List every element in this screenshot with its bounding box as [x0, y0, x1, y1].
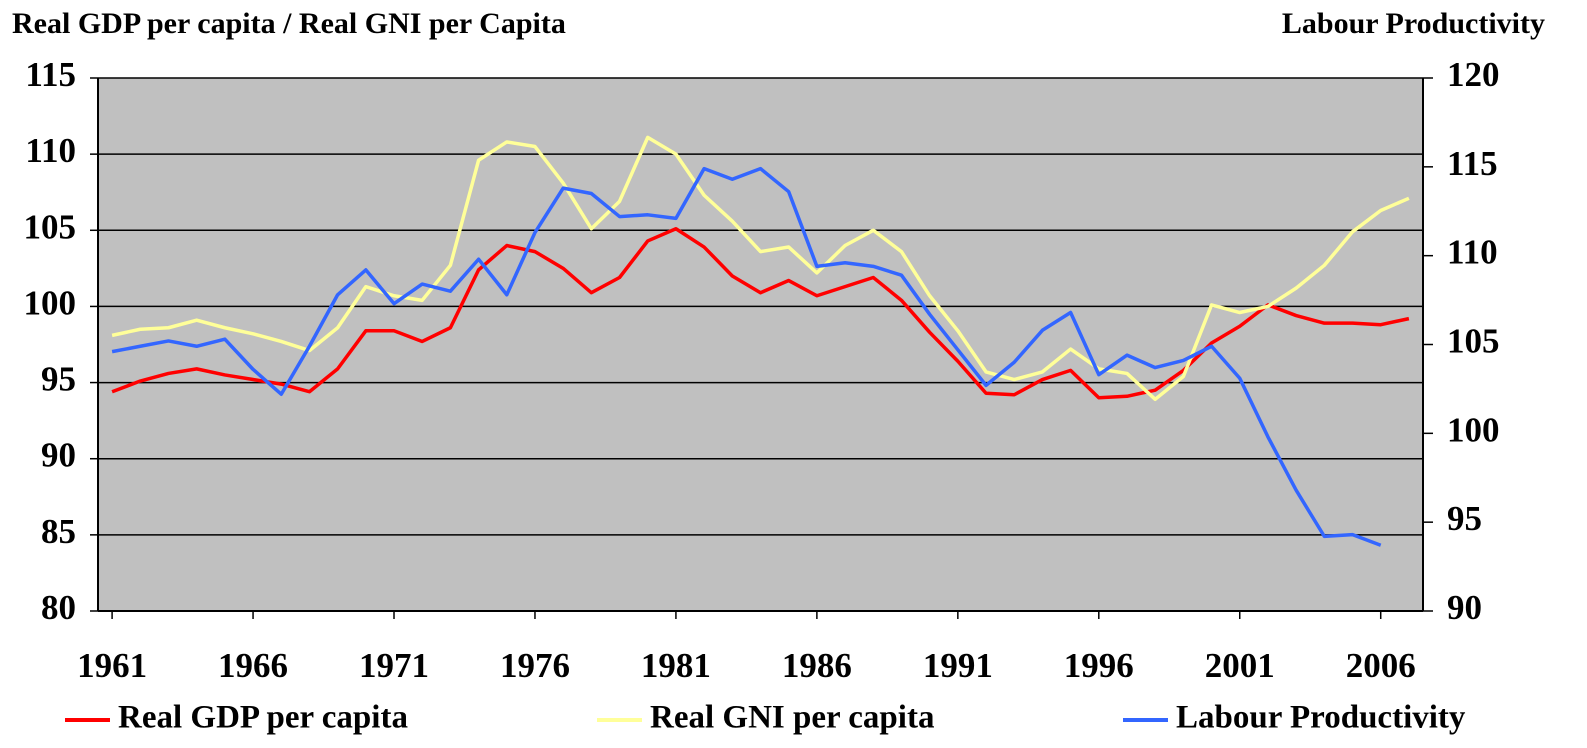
y-tick-label: 110 — [25, 131, 76, 170]
y2-tick-label: 95 — [1447, 499, 1482, 538]
x-tick-label: 1986 — [782, 646, 852, 685]
line-series — [111, 135, 1410, 402]
y-tick-label: 100 — [24, 283, 77, 322]
y-tick-label: 85 — [41, 512, 76, 551]
y2-tick-label: 110 — [1447, 233, 1498, 272]
y-tick-label: 105 — [24, 207, 77, 246]
legend-label: Labour Productivity — [1176, 700, 1466, 736]
x-tick-label: 1991 — [923, 646, 993, 685]
y-tick-label: 115 — [25, 55, 76, 94]
y-tick-label: 80 — [41, 588, 76, 627]
chart-title: Real GDP per capita / Real GNI per Capit… — [12, 7, 566, 40]
x-tick-label: 1981 — [641, 646, 711, 685]
y2-tick-label: 115 — [1447, 144, 1498, 183]
y2-tick-label: 100 — [1447, 410, 1500, 449]
legend-label: Real GNI per capita — [650, 700, 934, 736]
y-tick-label: 90 — [41, 436, 76, 475]
line-series — [111, 166, 1382, 547]
x-tick-label: 1961 — [77, 646, 147, 685]
x-tick-label: 1971 — [359, 646, 429, 685]
x-tick-label: 1966 — [218, 646, 288, 685]
line-series — [111, 227, 1410, 400]
y2-tick-label: 90 — [1447, 588, 1482, 627]
y2-axis-title: Labour Productivity — [1282, 7, 1545, 40]
y2-tick-label: 120 — [1447, 55, 1500, 94]
x-tick-label: 1976 — [500, 646, 570, 685]
y2-tick-label: 105 — [1447, 322, 1500, 361]
plot-area — [98, 78, 1423, 611]
y-tick-label: 95 — [41, 360, 76, 399]
x-tick-label: 2006 — [1346, 646, 1416, 685]
legend-label: Real GDP per capita — [118, 700, 408, 736]
x-tick-label: 1996 — [1064, 646, 1134, 685]
x-tick-label: 2001 — [1205, 646, 1275, 685]
